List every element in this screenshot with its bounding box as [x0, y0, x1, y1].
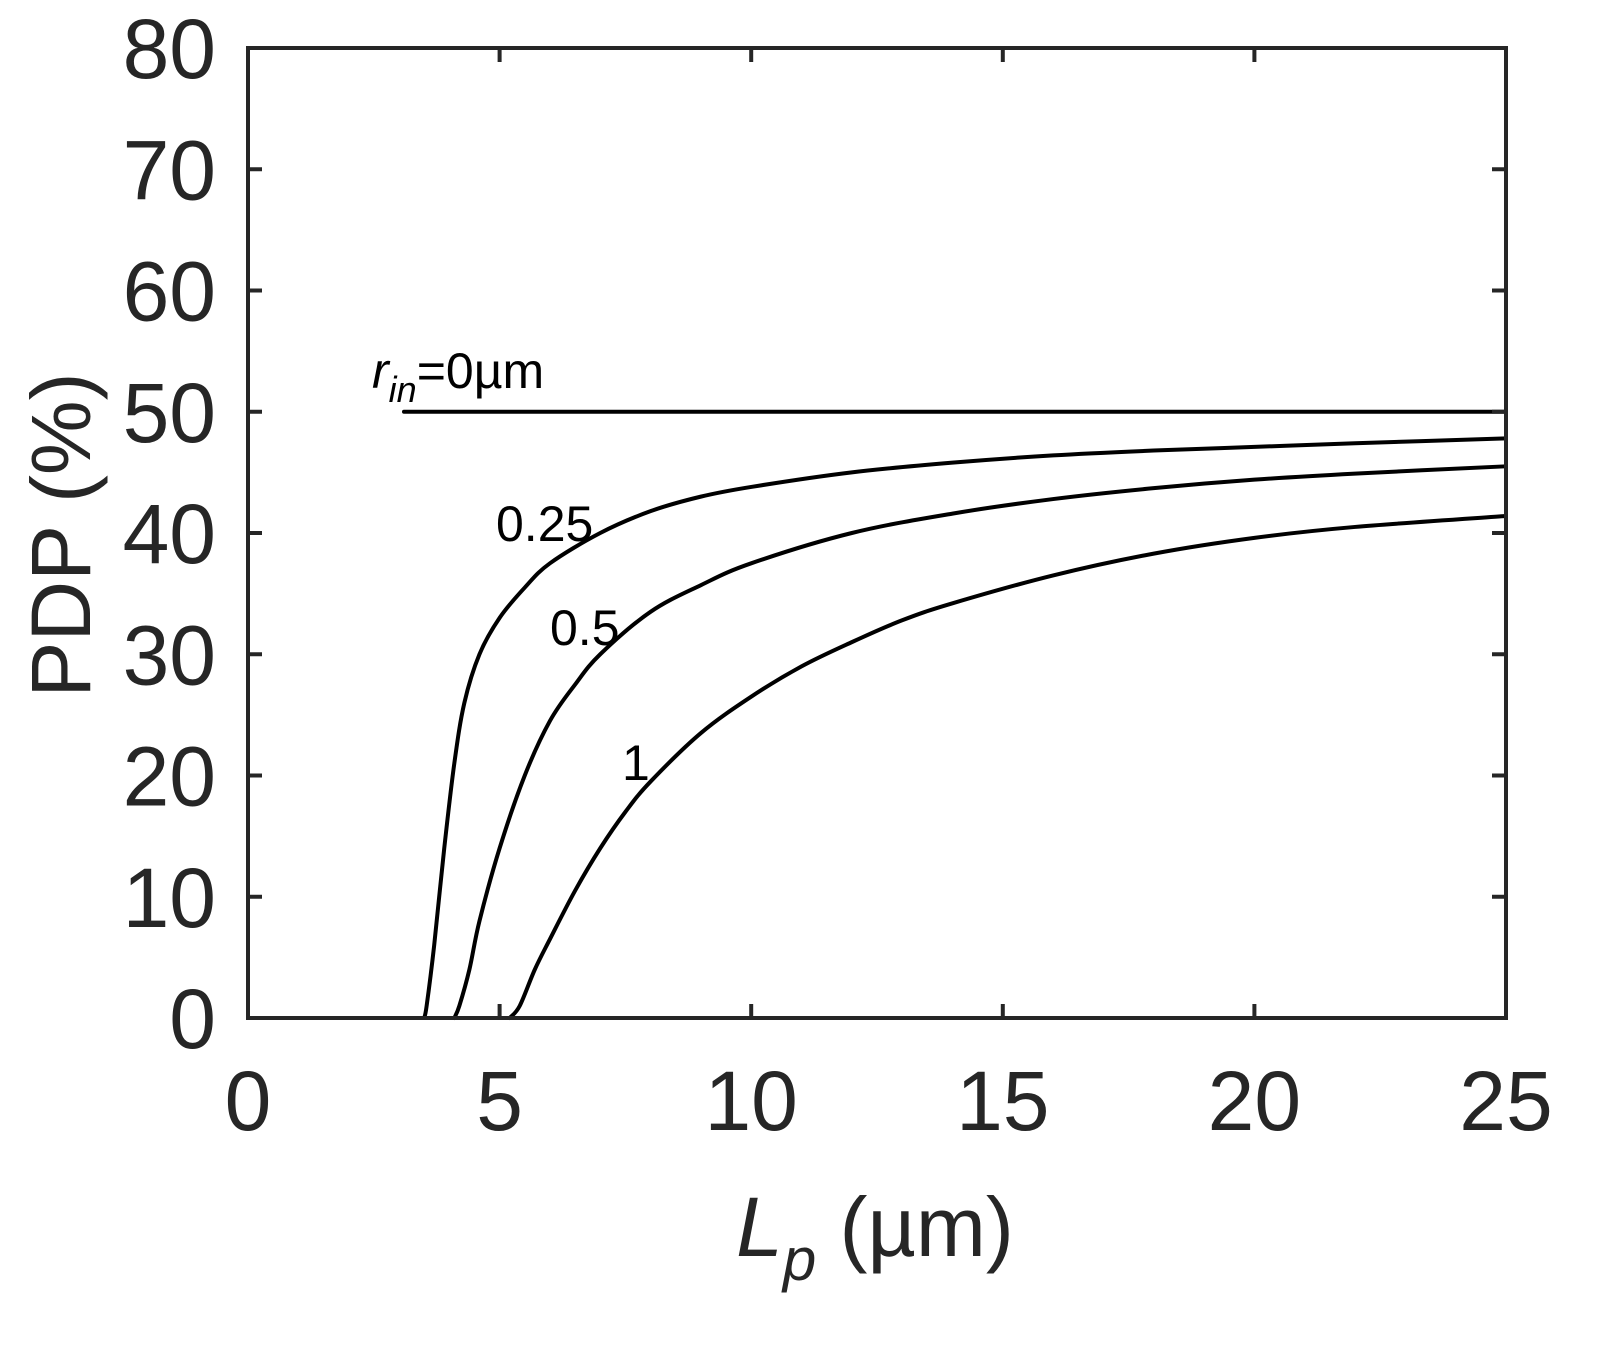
- tick-labels: 0 5 10 15 20 25 0 10 20 30 40 50 60 70 80: [123, 2, 1553, 1148]
- x-tick-label: 20: [1208, 1054, 1301, 1148]
- x-axis-label: Lp (µm): [736, 1180, 1014, 1293]
- x-axis-label-sub: p: [781, 1226, 816, 1293]
- x-tick-label: 5: [476, 1054, 523, 1148]
- y-tick-label: 60: [123, 245, 216, 339]
- y-axis-label: PDP (%): [14, 372, 108, 697]
- y-tick-label: 0: [169, 972, 216, 1066]
- y-tick-label: 80: [123, 2, 216, 96]
- series-label-0-25: 0.25: [496, 496, 593, 552]
- series-label-r-in-0-rest: =0µm: [417, 343, 544, 399]
- series-label-0-5: 0.5: [550, 600, 620, 656]
- x-tick-label: 15: [956, 1054, 1049, 1148]
- y-tick-label: 10: [123, 851, 216, 945]
- series-label-r-in-0-main: r: [372, 343, 391, 399]
- x-tick-label: 10: [704, 1054, 797, 1148]
- x-tick-label: 0: [225, 1054, 272, 1148]
- plot-frame: [246, 46, 1508, 1020]
- y-tick-label: 30: [123, 608, 216, 702]
- series-label-r-in-0-sub: in: [389, 369, 417, 410]
- series-line-3: [507, 514, 1508, 1020]
- plot-lines: [401, 409, 1508, 1020]
- series-line-1: [422, 436, 1508, 1020]
- series-label-1: 1: [622, 735, 650, 791]
- x-tick-label: 25: [1459, 1054, 1552, 1148]
- series-label-r-in-0: rin=0µm: [372, 343, 544, 410]
- y-tick-label: 70: [123, 123, 216, 217]
- y-tick-label: 40: [123, 487, 216, 581]
- y-tick-label: 20: [123, 730, 216, 824]
- y-tick-label: 50: [123, 366, 216, 460]
- x-axis-label-main: L: [736, 1180, 783, 1274]
- ticks: [246, 46, 1508, 1020]
- x-axis-label-unit: (µm): [816, 1180, 1014, 1274]
- series-line-2: [452, 464, 1508, 1020]
